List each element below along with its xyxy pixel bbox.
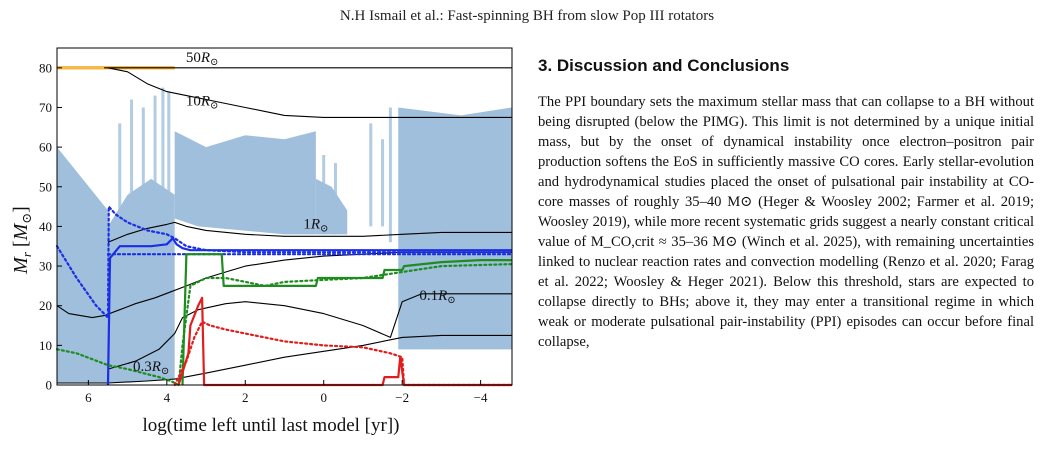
series-green-dotted [55, 263, 514, 387]
convective-region [57, 147, 108, 384]
convective-region [107, 178, 175, 384]
convective-zones [57, 87, 512, 384]
y-tick-label: 80 [39, 60, 52, 75]
radius-annotation: 0.3R⊙ [133, 359, 169, 377]
kippenhahn-figure: 50R⊙10R⊙1R⊙0.1R⊙0.3R⊙ 6 4 2 0 −2 −4 010203040… [10, 47, 514, 436]
x-axis-ticks: 6 4 2 0 −2 −4 [85, 380, 488, 405]
plot-frame [56, 47, 513, 386]
x-tick-label: 2 [242, 390, 249, 405]
y-tick-label: 50 [39, 179, 52, 194]
y-tick-label: 10 [39, 338, 52, 353]
x-tick-label: −2 [395, 390, 409, 405]
y-axis-ticks: 0 10 20 30 40 50 60 70 80 [39, 60, 62, 393]
series-blue-solid [106, 237, 512, 386]
chart-series [55, 66, 514, 387]
x-tick-label: 4 [164, 390, 171, 405]
x-tick-label: 6 [85, 390, 92, 405]
series-black-solid [107, 221, 512, 243]
convective-region [398, 107, 512, 350]
body-paragraph: The PPI boundary sets the maximum stella… [538, 94, 1034, 350]
series-black-solid [107, 67, 512, 118]
x-axis-label: log(time left until last model [yr]) [143, 415, 400, 436]
radius-annotation: 10R⊙ [186, 93, 219, 111]
y-tick-label: 20 [39, 298, 52, 313]
series-black-solid [107, 293, 512, 370]
radius-annotation: 1R⊙ [303, 216, 328, 234]
y-tick-label: 30 [39, 259, 52, 274]
y-tick-label: 0 [46, 378, 53, 393]
radius-annotation: 0.1R⊙ [419, 288, 455, 306]
section-title: 3. Discussion and Conclusions [538, 56, 790, 75]
series-blue-dotted [55, 205, 514, 319]
radius-annotation: 50R⊙ [186, 50, 219, 68]
running-head: N.H Ismail et al.: Fast-spinning BH from… [339, 8, 715, 24]
series-black-solid [57, 334, 512, 384]
y-tick-label: 70 [39, 100, 52, 115]
x-tick-label: 0 [320, 390, 327, 405]
y-axis-label: Mr [M⊙] [10, 206, 34, 275]
chart-annotations: 50R⊙ 10R⊙ 1R⊙ 0.1R⊙ 0.3R⊙ [133, 50, 456, 377]
y-tick-label: 40 [39, 219, 52, 234]
x-tick-label: −4 [474, 390, 488, 405]
convective-region [174, 131, 316, 235]
series-red-dotted [173, 320, 514, 387]
y-tick-label: 60 [39, 140, 52, 155]
